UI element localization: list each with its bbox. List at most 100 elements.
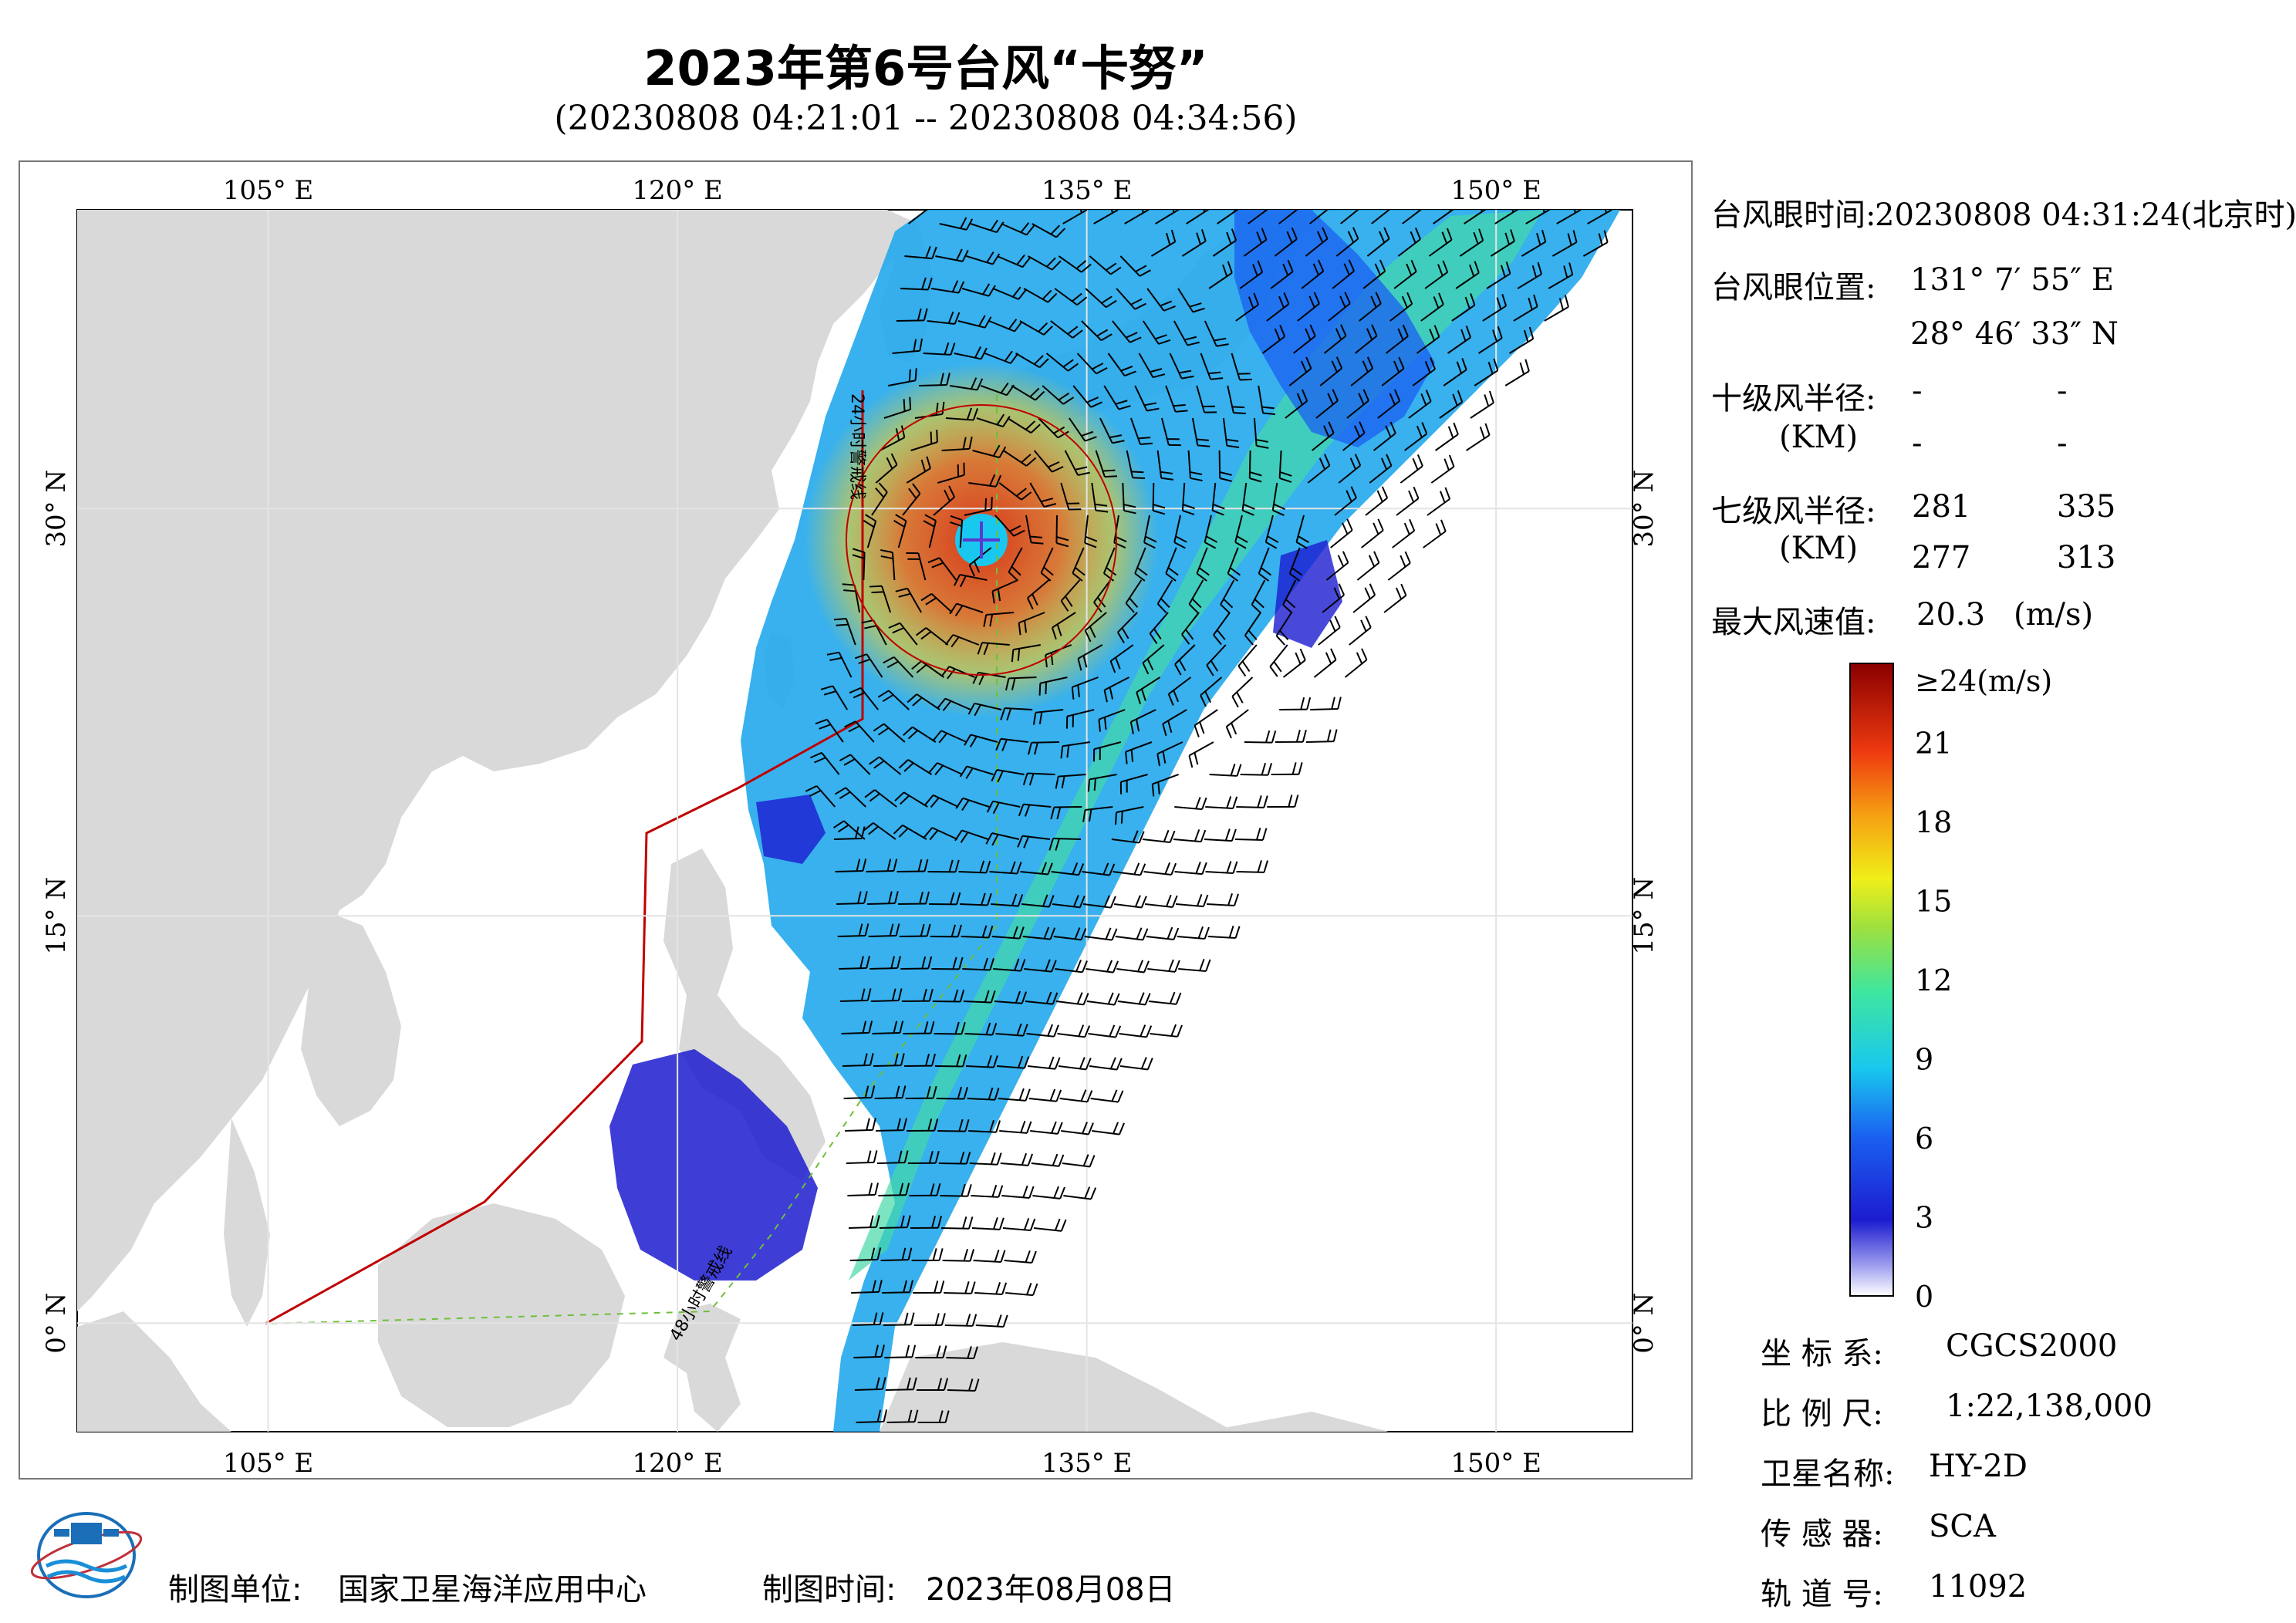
wind-barb bbox=[1362, 259, 1386, 289]
wind-barb bbox=[1373, 421, 1396, 451]
wind-barb bbox=[1243, 228, 1268, 257]
wind-barb bbox=[919, 373, 950, 386]
wind-barb bbox=[1275, 729, 1307, 743]
wind-barb bbox=[1142, 829, 1176, 844]
wind-barb bbox=[845, 1118, 876, 1132]
wind-barb bbox=[1165, 547, 1179, 582]
wind-barb bbox=[904, 246, 937, 260]
wind-barb bbox=[1033, 450, 1064, 473]
wind-barb bbox=[1005, 1283, 1038, 1297]
warning-line-48h bbox=[265, 395, 998, 1324]
wind-barb bbox=[1099, 417, 1125, 444]
wind-barb bbox=[1062, 1154, 1096, 1168]
wind-barb bbox=[1112, 320, 1142, 343]
wind-barb bbox=[835, 859, 867, 872]
wind-barb bbox=[1143, 515, 1157, 549]
wind-barb bbox=[1086, 960, 1119, 973]
r10-label: 十级风半径: bbox=[1711, 381, 1876, 417]
map-title: 2023年第6号台风“卡努” bbox=[643, 40, 1208, 96]
wind-barb bbox=[1196, 547, 1210, 582]
wind-barb bbox=[1109, 644, 1134, 673]
wind-barb bbox=[1055, 992, 1089, 1006]
wind-barb bbox=[1188, 579, 1204, 614]
wind-barb bbox=[1030, 1121, 1063, 1135]
wind-barb bbox=[1174, 862, 1207, 876]
wind-barb bbox=[1282, 579, 1297, 614]
wind-barb bbox=[1517, 262, 1542, 289]
wind-barb bbox=[1050, 806, 1082, 820]
wind-barb bbox=[1196, 385, 1217, 413]
wind-barb bbox=[893, 514, 907, 548]
wind-barb bbox=[1011, 644, 1041, 663]
wind-barb bbox=[856, 1409, 888, 1423]
r7-value-1: 281 bbox=[1912, 489, 1971, 525]
wind-barb bbox=[962, 957, 994, 971]
wind-barb bbox=[1113, 862, 1146, 876]
wind-barb bbox=[1455, 261, 1480, 289]
wind-barb bbox=[1022, 772, 1055, 786]
wind-barb bbox=[1027, 1056, 1061, 1070]
wind-barb bbox=[916, 627, 949, 646]
wind-barb bbox=[930, 924, 962, 938]
wind-barb bbox=[1017, 835, 1051, 849]
wind-barb bbox=[975, 1314, 1008, 1328]
wind-barb bbox=[964, 497, 993, 516]
wind-barb bbox=[927, 311, 961, 325]
wind-barb bbox=[1342, 421, 1366, 451]
wind-barb bbox=[852, 548, 866, 581]
wind-barb bbox=[1093, 741, 1122, 762]
lon-label-bottom-105: 105° E bbox=[223, 1448, 314, 1479]
colorbar-label-6: 6 bbox=[1915, 1122, 1933, 1156]
r10-unit: (KM) bbox=[1779, 420, 1859, 455]
wind-barb bbox=[910, 1216, 943, 1229]
wind-barb bbox=[965, 1054, 998, 1068]
wind-barb bbox=[1160, 417, 1181, 447]
wind-barb bbox=[1330, 518, 1353, 548]
wind-barb bbox=[853, 1345, 885, 1358]
wind-barb bbox=[1136, 677, 1161, 705]
max-wind-value: 20.3 bbox=[1916, 597, 1986, 633]
lon-label-top-120: 120° E bbox=[632, 175, 723, 206]
wind-barb bbox=[1295, 515, 1309, 549]
scale-value: 1:22,138,000 bbox=[1946, 1388, 2152, 1424]
colorbar-label-15: 15 bbox=[1915, 885, 1952, 919]
wind-barb bbox=[1264, 515, 1279, 549]
typhoon-eye bbox=[846, 404, 1117, 676]
wind-barb bbox=[917, 1410, 950, 1424]
map-subtitle: (20230808 04:21:01 -- 20230808 04:34:56) bbox=[554, 99, 1298, 138]
wind-barb bbox=[1323, 324, 1347, 354]
wind-barb bbox=[986, 800, 1021, 815]
wind-barb bbox=[923, 514, 937, 548]
sensor-value: SCA bbox=[1929, 1509, 1996, 1544]
wind-barb bbox=[1258, 547, 1272, 582]
wind-barb bbox=[1119, 1024, 1153, 1038]
wind-barb bbox=[1227, 385, 1246, 414]
wind-barb bbox=[993, 958, 1026, 972]
wind-barb bbox=[1244, 730, 1277, 744]
wind-barb bbox=[835, 787, 866, 808]
max-wind-unit: (m/s) bbox=[2014, 597, 2094, 633]
wind-barb bbox=[954, 346, 988, 360]
wind-barb bbox=[1282, 648, 1306, 678]
wind-barb bbox=[869, 956, 901, 970]
wind-barb bbox=[927, 859, 960, 873]
wind-barb bbox=[1271, 762, 1303, 775]
wind-barb bbox=[847, 1183, 880, 1196]
wind-barb bbox=[1356, 551, 1380, 581]
wind-barb bbox=[888, 622, 918, 646]
orbit-value: 11092 bbox=[1929, 1569, 2028, 1604]
wind-barb bbox=[931, 957, 964, 970]
footer-maker-value: 国家卫星海洋应用中心 bbox=[338, 1572, 647, 1608]
wind-barb bbox=[1098, 709, 1126, 732]
wind-barb bbox=[909, 1183, 941, 1196]
wind-barb bbox=[1115, 927, 1149, 941]
wind-barb bbox=[1051, 862, 1085, 876]
wind-barb bbox=[955, 797, 990, 812]
wind-barb bbox=[1149, 612, 1169, 645]
wind-barb bbox=[1412, 357, 1436, 386]
wind-barb bbox=[1174, 797, 1207, 811]
wind-radius-circle bbox=[846, 404, 1117, 676]
wind-barb bbox=[915, 1345, 947, 1358]
graticule bbox=[77, 210, 1633, 1432]
wind-barb bbox=[1029, 482, 1057, 508]
